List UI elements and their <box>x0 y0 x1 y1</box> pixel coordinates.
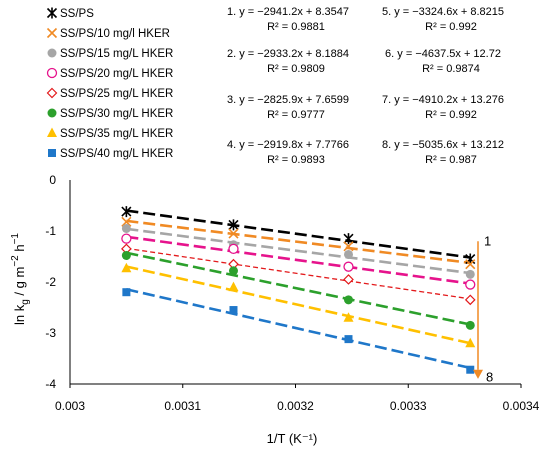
data-point <box>229 244 238 253</box>
trend-arrow: 18 <box>473 233 493 384</box>
arrow-head <box>473 370 483 379</box>
r-squared-label: R² = 0.987 <box>425 154 477 166</box>
r-squared-label: R² = 0.9881 <box>267 21 325 33</box>
legend-marker <box>48 69 57 78</box>
r-squared-label: R² = 0.992 <box>425 109 477 121</box>
data-point <box>344 295 353 304</box>
regression-equation: 6. y = −4637.5x + 12.72 <box>385 48 501 60</box>
plot-area: 0.003 0.0031 0.0032 0.0033 0.0034 0-1-2-3-4 … <box>45 173 539 413</box>
x-tick-label: 0.0032 <box>277 399 314 413</box>
data-point <box>466 321 475 330</box>
trendline <box>126 221 470 263</box>
regression-equation: 8. y = −5035.6x + 13.212 <box>382 139 504 151</box>
legend-entry: SS/PS <box>60 8 94 20</box>
legend-marker <box>48 109 57 118</box>
r-squared-label: R² = 0.9809 <box>267 63 325 75</box>
y-label-mid: h <box>12 244 27 255</box>
y-label-sup2: −1 <box>10 233 21 245</box>
data-point <box>122 234 131 243</box>
data-point <box>466 280 475 289</box>
data-point <box>122 224 131 233</box>
data-point <box>229 266 238 275</box>
trendline <box>126 253 470 325</box>
x-tick-label: 0.003 <box>55 399 85 413</box>
data-point <box>344 275 353 284</box>
regression-equation: 7. y = −4910.2x + 13.276 <box>382 94 504 106</box>
regression-equation: 3. y = −2825.9x + 7.6599 <box>227 94 349 106</box>
legend-marker <box>48 29 57 38</box>
r-squared-label: R² = 0.9777 <box>267 109 325 121</box>
x-tick-labels: 0.003 0.0031 0.0032 0.0033 0.0034 <box>55 384 540 413</box>
arrow-top-label: 1 <box>484 233 491 248</box>
arrow-bottom-label: 8 <box>486 369 493 384</box>
data-point <box>122 251 131 260</box>
x-tick-label: 0.0033 <box>390 399 427 413</box>
data-point <box>466 254 475 265</box>
r-squared-label: R² = 0.992 <box>425 21 477 33</box>
legend-marker <box>48 8 57 19</box>
y-tick-label: 0 <box>49 173 56 187</box>
legend-entry: SS/PS/25 mg/L HKER <box>60 88 173 100</box>
legend-marker <box>48 89 57 98</box>
y-tick-label: -1 <box>45 224 56 238</box>
legend-marker <box>48 149 56 157</box>
r-squared-label: R² = 0.9893 <box>267 154 325 166</box>
regression-equation: 5. y = −3324.6x + 8.8215 <box>382 6 504 18</box>
y-tick-label: -4 <box>45 377 56 391</box>
x-axis-label: 1/T (K⁻¹) <box>267 431 318 446</box>
trendline <box>126 237 470 284</box>
y-label-sup1: −2 <box>10 255 21 267</box>
regression-equation: 2. y = −2933.2x + 8.1884 <box>227 48 349 60</box>
data-point <box>229 306 237 314</box>
data-point <box>228 282 238 292</box>
legend-entry: SS/PS/20 mg/L HKER <box>60 68 173 80</box>
y-label-main: ln k <box>12 304 27 325</box>
x-tick-label: 0.0034 <box>503 399 540 413</box>
data-point <box>466 295 475 304</box>
data-point <box>466 270 475 279</box>
x-tick-label: 0.0031 <box>164 399 201 413</box>
y-label-rest: / g m <box>12 267 27 300</box>
legend-entry: SS/PS/30 mg/L HKER <box>60 108 173 120</box>
data-point <box>344 262 353 271</box>
y-tick-labels: 0 -1 -2 -3 -4 <box>45 173 56 391</box>
legend-marker <box>48 49 57 58</box>
regression-equation: 1. y = −2941.2x + 8.3547 <box>227 6 349 18</box>
data-point <box>122 288 130 296</box>
legend-marker <box>47 128 57 138</box>
data-point <box>344 250 353 259</box>
legend-entry: SS/PS/40 mg/L HKER <box>60 148 173 160</box>
legend: SS/PS SS/PS/10 mg/l HKER SS/PS/15 mg/L HKE… <box>47 8 173 161</box>
y-tick-label: -3 <box>45 326 56 340</box>
trendline <box>126 267 470 344</box>
equations-block: 1. y = −2941.2x + 8.3547 R² = 0.9881 2. y … <box>227 6 504 166</box>
legend-entry: SS/PS/10 mg/l HKER <box>60 28 170 40</box>
regression-equation: 4. y = −2919.8x + 7.7766 <box>227 139 349 151</box>
y-tick-label: -2 <box>45 275 56 289</box>
data-point <box>344 335 352 343</box>
legend-entry: SS/PS/15 mg/L HKER <box>60 48 173 60</box>
r-squared-label: R² = 0.9874 <box>422 63 480 75</box>
trendline <box>126 289 470 368</box>
trendlines <box>126 211 470 368</box>
y-axis-label: ln kg / g m−2 h−1 <box>10 233 31 325</box>
legend-entry: SS/PS/35 mg/L HKER <box>60 128 173 140</box>
